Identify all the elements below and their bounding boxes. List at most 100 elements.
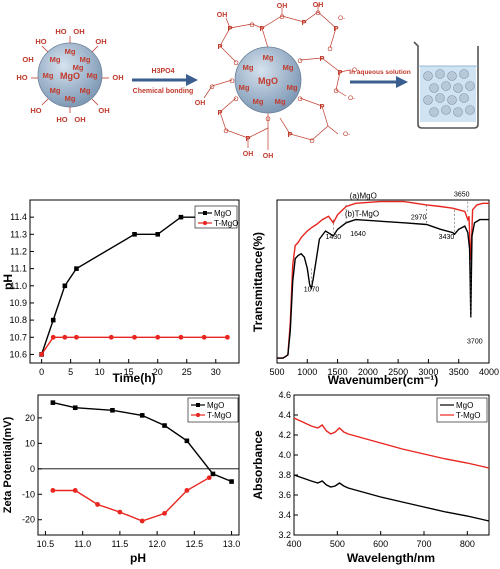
data-point [178,214,184,220]
data-point [50,334,56,340]
y-tick-label: 11.2 [10,246,27,256]
sphere1-hydroxyl: OH [95,37,106,46]
sphere1-hydroxyl: OH [98,106,109,115]
data-point [162,510,167,516]
sphere2-mg-label: Mg [253,97,264,106]
peak-annotation: 1430 [326,234,342,241]
chart-ftir: Wavenumber(cm⁻¹) Transmittance(%) 500 100… [251,191,499,387]
particle [453,107,463,117]
oxygen-label: O [327,46,332,53]
y-axis-label: pH [1,274,15,290]
data-point [74,266,79,271]
legend-marker [196,403,200,407]
data-point [117,509,123,515]
y-tick-label: 11.1 [10,264,27,274]
phosphorus-label: P [217,42,222,51]
x-tick-label: 800 [460,539,475,549]
y-tick-label: 3.2 [278,530,291,540]
phosphorus-label: P [259,24,264,33]
x-tick-label: 30 [211,367,221,377]
y-tick-label: 20 [25,413,35,423]
y-tick-label: -20 [22,515,35,525]
data-point [224,334,230,340]
x-tick-label: 5 [68,367,73,377]
oxygen-label: O [229,78,234,85]
sphere1-hydroxyl: HO [16,73,27,82]
data-point [201,334,207,340]
x-tick-label: 11.0 [74,539,91,549]
x-axis-label: Wavelength/nm [347,551,435,565]
data-point [139,413,145,418]
data-point [108,334,114,340]
data-point [50,317,56,323]
sphere1-mg-label: Mg [80,86,91,95]
sphere2-center-label: MgO [258,76,278,86]
beaker-icon [413,41,479,129]
y-tick-label: 3.4 [278,510,291,520]
particle [429,107,439,117]
legend-box [436,397,488,423]
y-tick-label: 10 [25,438,35,448]
y-tick-label: 3.8 [278,470,291,480]
sphere1-hydroxyl: HO [35,37,46,46]
x-tick-label: 10 [95,367,105,377]
oxygen-label: O [223,128,228,135]
particle [429,83,439,93]
particle [423,95,433,105]
sphere1-hydroxyl: OH [112,73,123,82]
x-tick-label: 15 [124,367,134,377]
x-axis-label: Wavenumber(cm⁻¹) [328,373,439,387]
legend-label: MgO [214,209,231,218]
data-point [184,488,190,493]
oxygen-label: O [249,22,254,29]
y-tick-label: 4.2 [278,430,291,440]
data-point [184,438,190,444]
series-line [293,474,490,522]
sphere1-mg-label: Mg [65,94,76,103]
series-line [40,216,228,355]
particle [423,71,433,81]
sphere1-hydroxyl: OH [73,27,84,36]
sphere1-mg-label: Mg [65,47,76,56]
particle [465,81,475,91]
data-point [210,471,216,477]
y-axis-label: Absorbance [251,430,265,500]
reaction-arrow-h3po4: H3PO4 Chemical bonding [132,68,198,95]
x-tick-label: 700 [416,539,431,549]
hydroxyl-label: OH [243,151,254,158]
phosphorus-label: P [227,24,232,33]
legend-label: T-MgO [207,411,231,420]
y-tick-label: 0 [30,464,35,474]
y-axis-label: Transmittance(%) [251,232,265,332]
x-tick-label: 10.5 [37,539,55,549]
sphere1-hydroxyl: HO [56,115,67,124]
plot-frame [276,199,490,364]
data-point [206,475,212,481]
oxygen-label: O [233,96,238,103]
sphere2-mg-label: Mg [263,53,274,62]
data-point [62,283,68,289]
mgo-sphere-bare: MgO Mg Mg Mg Mg Mg Mg Mg Mg Mg [16,27,123,124]
dispersed-particles [423,69,475,117]
x-tick-label: 13.0 [223,539,241,549]
chart-zeta: pH Zeta Potential(mV) 10.5 11.0 11.5 12.0 12… [2,394,241,565]
x-tick-label: 12.5 [186,539,204,549]
phosphorus-label: P [333,24,338,33]
particle [459,69,469,79]
series-label: (b)T-MgO [345,209,379,218]
data-point [72,488,78,493]
particle [441,81,451,91]
phosphorus-label: P [245,134,250,143]
particle [435,69,445,79]
peak-annotation: 3700 [467,338,483,345]
y-tick-label: 10.6 [9,349,27,359]
y-tick-label: 11.3 [10,229,27,239]
oxygen-label: O [309,138,314,145]
data-point [155,232,161,237]
particle [465,105,475,115]
y-tick-label: 4.6 [278,390,291,400]
legend-marker [202,220,208,226]
reagent-label: H3PO4 [152,68,175,75]
legend-label: T-MgO [456,411,480,420]
sphere1-hydroxyl: OH [74,115,85,124]
